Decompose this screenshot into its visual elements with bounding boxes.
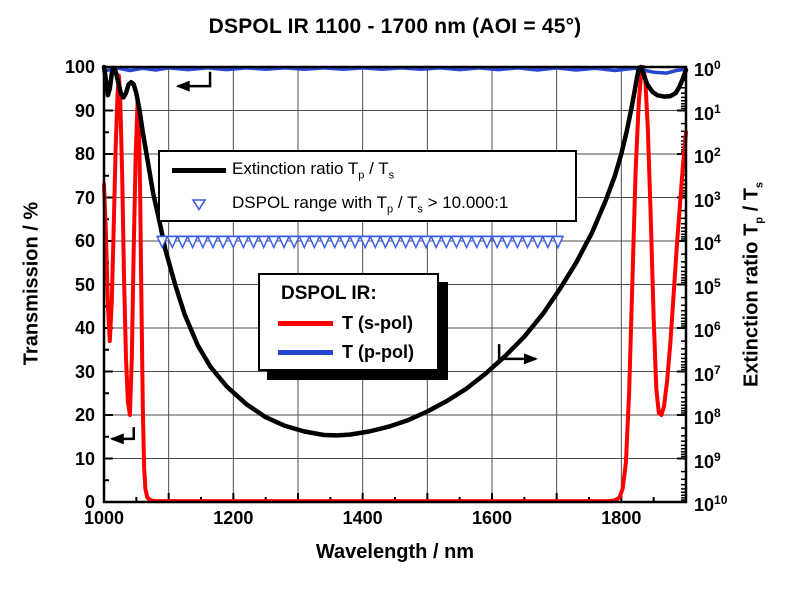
tick-label-bottom: 1000 xyxy=(83,508,125,528)
legend-row-extinction: Extinction ratio Tp / Ts xyxy=(160,154,575,186)
tick-label-bottom: 1400 xyxy=(342,508,383,528)
tick-label-left: 40 xyxy=(74,318,95,338)
legend-row-p-pol: T (p-pol) xyxy=(278,342,437,363)
tick-label-right: 1010 xyxy=(694,493,728,515)
tick-label-right: 101 xyxy=(694,101,721,124)
x-axis-label: Wavelength / nm xyxy=(315,541,475,563)
p-pol-line-sample xyxy=(278,350,333,355)
tick-label-bottom: 1200 xyxy=(213,508,254,528)
s-pol-line-sample xyxy=(278,321,333,326)
tick-label-left: 60 xyxy=(74,231,95,251)
legend-row-dspol-range: DSPOL range with Tp / Ts > 10.000:1 xyxy=(160,188,575,220)
legend-extinction-label: Extinction ratio Tp / Ts xyxy=(232,158,395,182)
tick-label-right: 105 xyxy=(694,275,721,298)
tick-label-left: 0 xyxy=(84,492,95,512)
tick-label-right: 106 xyxy=(694,319,721,341)
tick-label-left: 10 xyxy=(74,448,95,469)
p-pol-label: T (p-pol) xyxy=(342,342,414,362)
chart-title: DSPOL IR 1100 - 1700 nm (AOI = 45°) xyxy=(208,15,582,38)
tick-label-right: 104 xyxy=(694,232,721,254)
range-triangle-icon xyxy=(172,198,226,211)
y-right-axis-label: Extinction ratio Tp / Ts xyxy=(740,181,766,388)
legend-extinction: Extinction ratio Tp / Ts DSPOL range wit… xyxy=(158,150,577,222)
tick-label-left: 20 xyxy=(74,405,95,425)
tick-label-bottom: 1600 xyxy=(471,508,513,528)
legend-row-s-pol: T (s-pol) xyxy=(278,313,437,334)
tick-label-left: 30 xyxy=(74,361,95,382)
legend-dspol-ir-title: DSPOL IR: xyxy=(281,283,377,304)
tick-label-left: 90 xyxy=(74,100,95,121)
tick-label-bottom: 1800 xyxy=(601,508,642,528)
tick-label-left: 100 xyxy=(64,57,95,77)
s-pol-label: T (s-pol) xyxy=(342,313,413,333)
tick-label-right: 100 xyxy=(694,58,721,80)
tick-label-left: 80 xyxy=(74,144,95,164)
extinction-line-sample xyxy=(172,167,226,173)
tick-label-right: 103 xyxy=(694,188,721,211)
legend-dspol-ir: DSPOL IR: T (s-pol) T (p-pol) xyxy=(258,273,439,371)
tick-label-left: 70 xyxy=(74,187,95,208)
tick-label-right: 107 xyxy=(694,362,721,385)
tick-label-right: 102 xyxy=(694,145,721,167)
tick-label-right: 108 xyxy=(694,406,721,428)
legend-dspol-range-label: DSPOL range with Tp / Ts > 10.000:1 xyxy=(232,192,509,216)
tick-label-right: 109 xyxy=(694,449,721,472)
tick-label-left: 50 xyxy=(74,274,95,295)
